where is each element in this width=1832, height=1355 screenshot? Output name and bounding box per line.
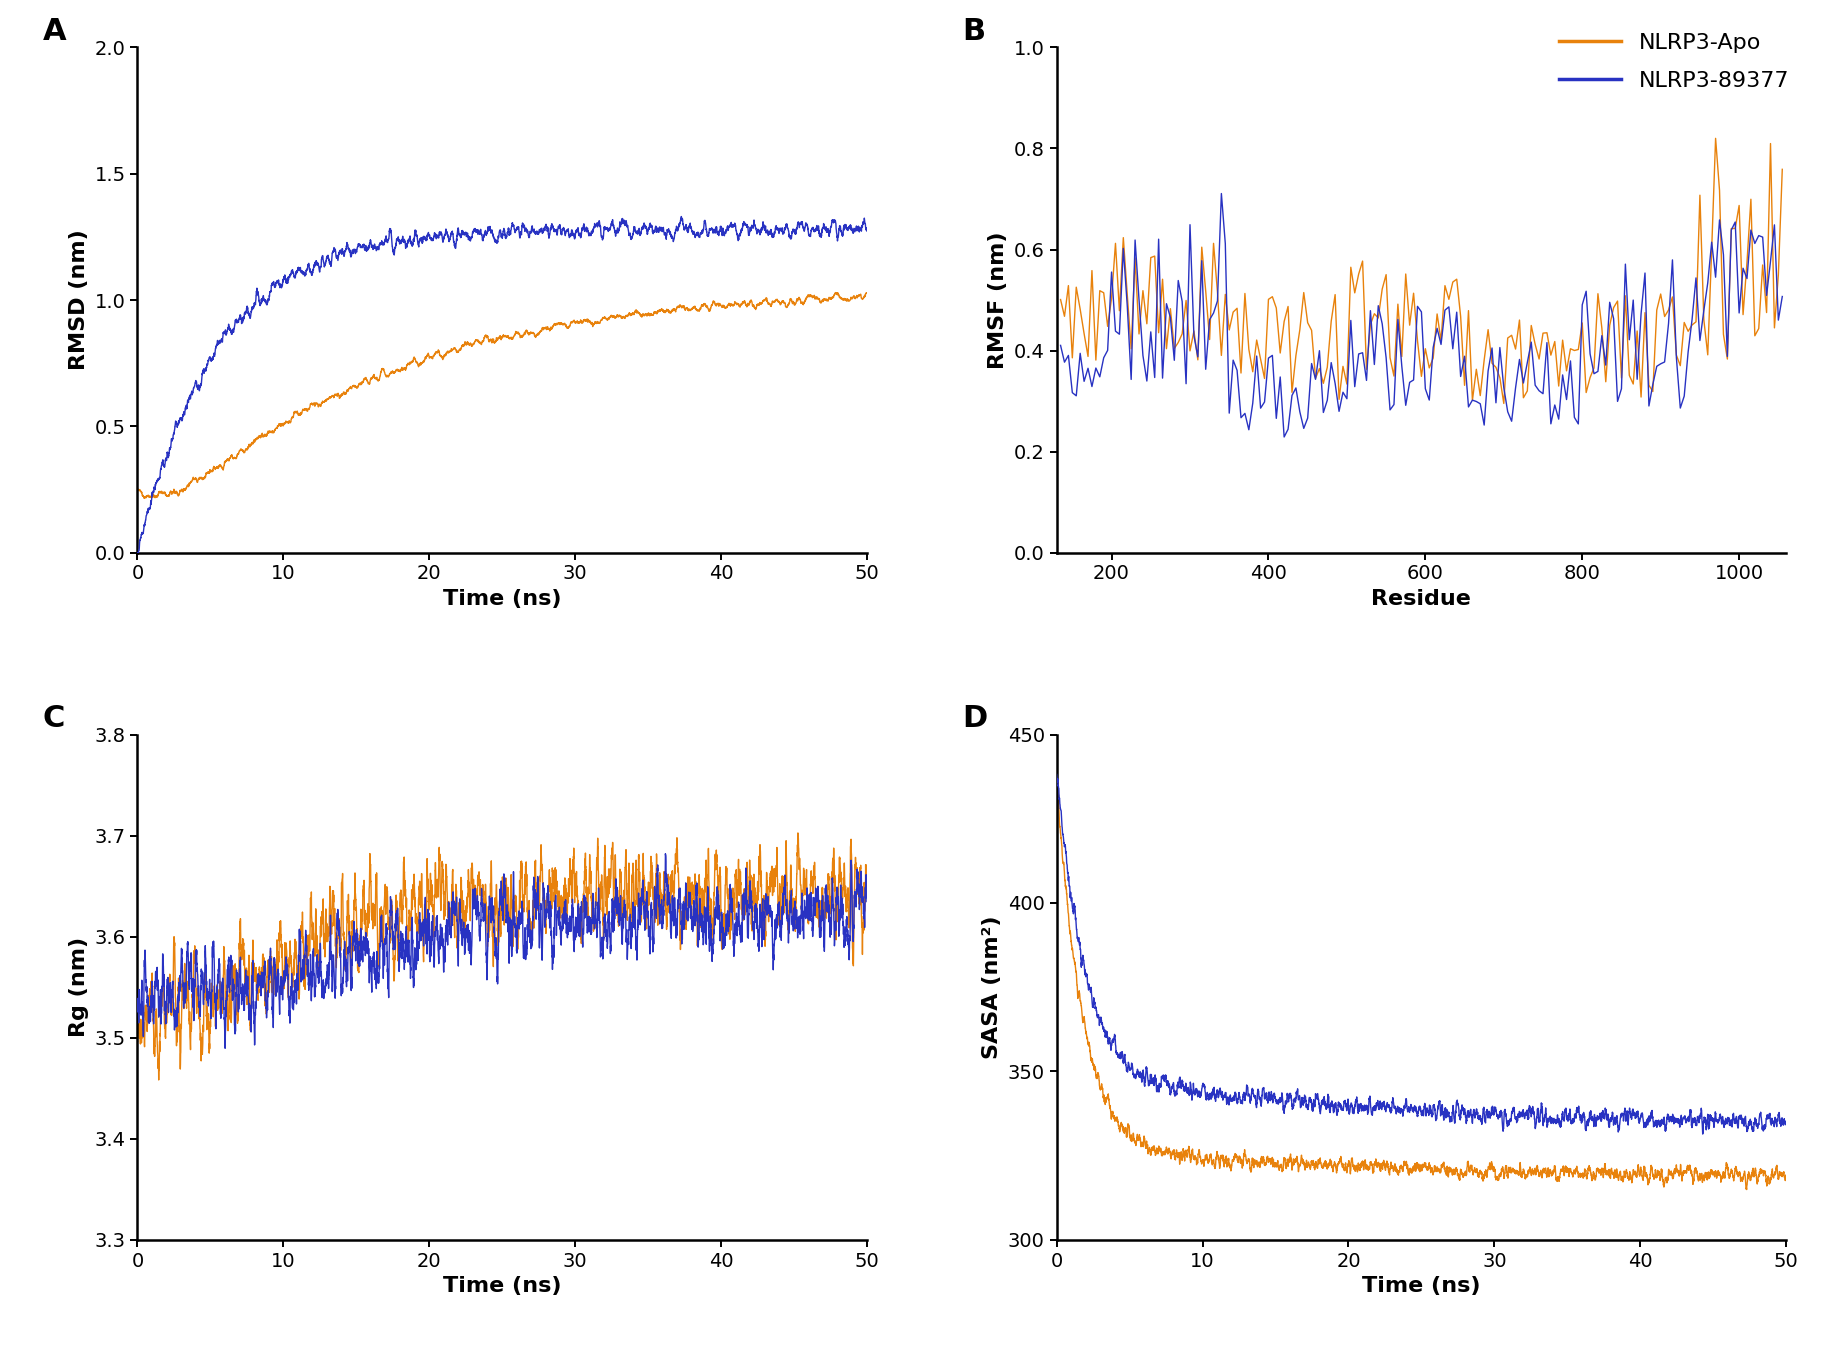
X-axis label: Time (ns): Time (ns) (443, 1276, 561, 1297)
Y-axis label: Rg (nm): Rg (nm) (70, 938, 90, 1038)
X-axis label: Residue: Residue (1372, 589, 1471, 608)
Y-axis label: RMSD (nm): RMSD (nm) (70, 230, 90, 370)
Legend: NLRP3-Apo, NLRP3-89377: NLRP3-Apo, NLRP3-89377 (1559, 34, 1790, 91)
Text: D: D (962, 705, 987, 733)
Text: A: A (42, 18, 66, 46)
Text: B: B (962, 18, 986, 46)
X-axis label: Time (ns): Time (ns) (1363, 1276, 1480, 1297)
Y-axis label: RMSF (nm): RMSF (nm) (989, 232, 1008, 369)
Text: C: C (42, 705, 64, 733)
Y-axis label: SASA (nm²): SASA (nm²) (982, 916, 1002, 1060)
X-axis label: Time (ns): Time (ns) (443, 589, 561, 608)
